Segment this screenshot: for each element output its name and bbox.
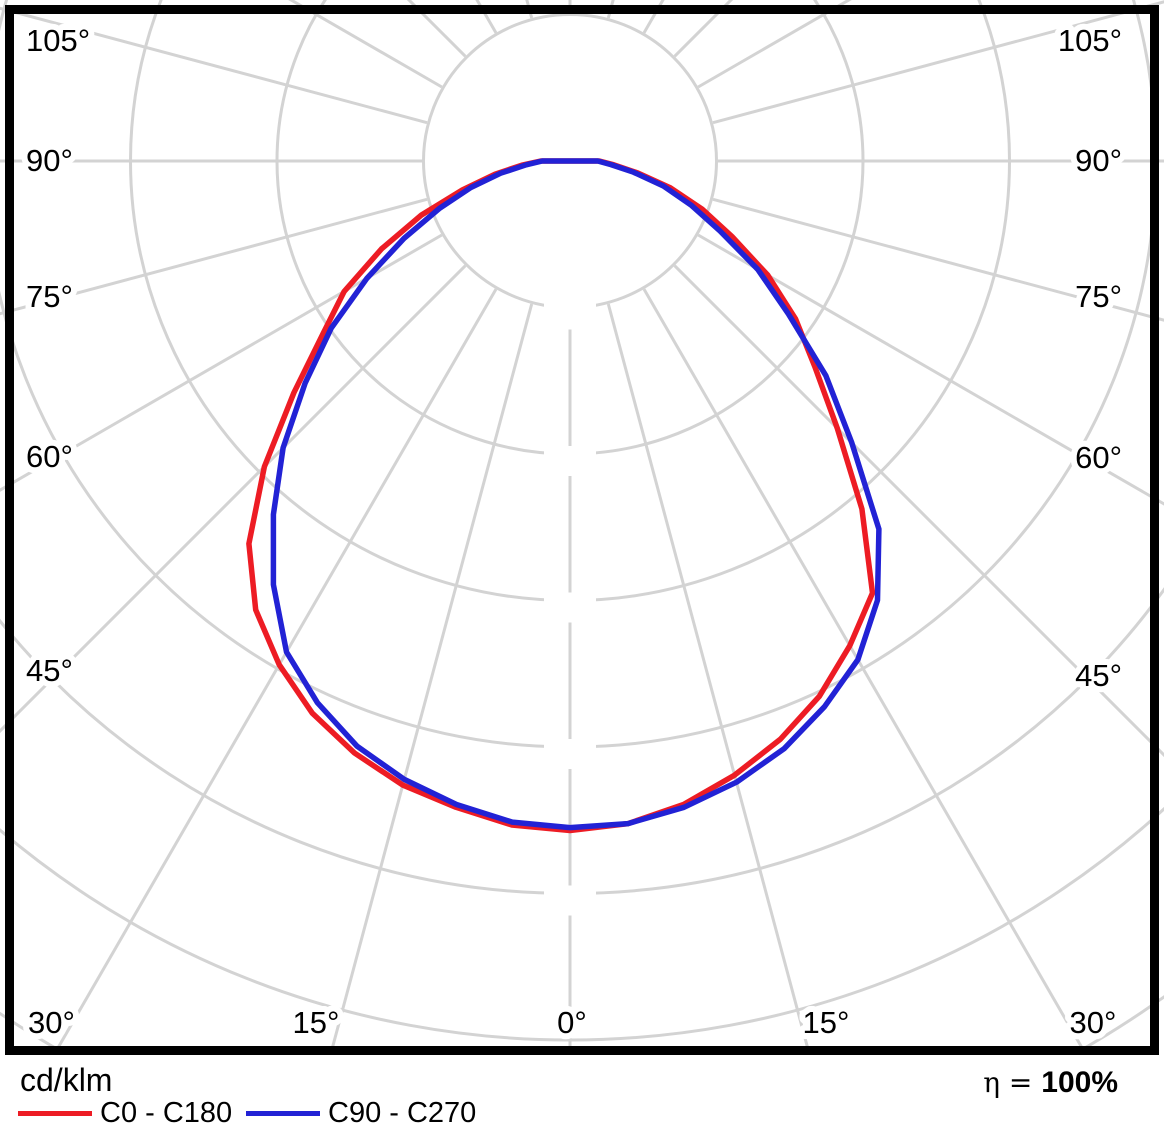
ring-label-gap <box>544 885 596 916</box>
angle-label: 45° <box>26 653 73 688</box>
grid-radial-line <box>697 233 1164 506</box>
angle-label: 45° <box>1075 658 1122 693</box>
angle-label: 60° <box>26 439 73 474</box>
angle-label: 15° <box>803 1005 850 1040</box>
angle-label: 60° <box>1075 440 1122 475</box>
angle-label: 75° <box>1075 279 1122 314</box>
grid-circle <box>0 806 1164 1042</box>
grid-radial-line <box>0 6 428 125</box>
curve-c90-c270 <box>270 158 882 831</box>
legend-label-c0-c180: C0 - C180 <box>100 1097 233 1129</box>
plot-frame <box>5 5 1159 1055</box>
eta-symbol: η = <box>983 1066 1042 1099</box>
angle-label: 30° <box>28 1005 75 1040</box>
ring-label-gap <box>544 446 596 476</box>
grid-radial-line <box>0 197 428 316</box>
angle-label: 90° <box>1075 143 1122 178</box>
units-label: cd/klm <box>20 1062 113 1098</box>
efficiency-label: η = 100% <box>983 1066 1118 1100</box>
grid-radial-line <box>673 264 1164 758</box>
legend-line-red <box>18 1111 92 1116</box>
eta-value: 100% <box>1041 1066 1118 1099</box>
ring-label-gap <box>544 592 596 623</box>
angle-label: 15° <box>293 1005 340 1040</box>
grid-radial-line <box>329 303 534 1052</box>
angle-label: 90° <box>26 143 73 178</box>
ring-label-gap <box>544 739 596 769</box>
legend-label-c90-c270: C90 - C270 <box>328 1097 477 1129</box>
angle-label: 105° <box>26 23 90 58</box>
legend-line-blue <box>246 1111 320 1116</box>
grid-radial-line <box>712 0 1164 125</box>
grid-radial-line <box>642 288 1087 1052</box>
ring-label-gap <box>544 299 596 330</box>
angle-label: 0° <box>557 1005 587 1040</box>
grid-radial-line <box>606 303 811 1052</box>
grid-radial-line <box>0 233 443 492</box>
angle-label: 105° <box>1058 23 1122 58</box>
angle-label: 30° <box>1070 1005 1117 1040</box>
grid-circle <box>0 0 1158 749</box>
grid-radial-line <box>53 288 498 1052</box>
grid-radial-line <box>712 197 1164 322</box>
angle-label: 75° <box>26 279 73 314</box>
